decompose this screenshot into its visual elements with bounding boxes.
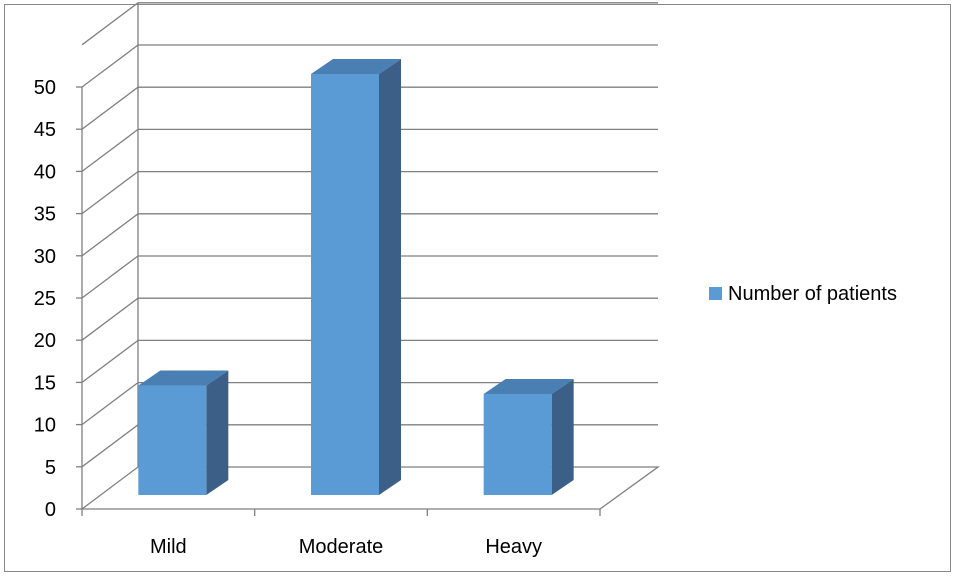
x-tick-labels: Mild Moderate Heavy [150, 536, 542, 558]
gridline-side [81, 382, 139, 426]
gridline-side [81, 86, 139, 130]
bar-top [311, 59, 401, 74]
y-tick-label: 30 [34, 246, 56, 268]
gridline-side [81, 2, 139, 46]
y-tick-label: 50 [34, 77, 56, 99]
bar [483, 393, 552, 495]
legend: Number of patients [709, 283, 897, 305]
y-tick-label: 10 [34, 415, 56, 437]
gridline-side [81, 44, 139, 88]
y-tick-label: 20 [34, 330, 56, 352]
y-tick-label: 25 [34, 288, 56, 310]
gridline-side [81, 297, 139, 341]
gridline-side [81, 171, 139, 215]
gridline-side [81, 339, 139, 383]
legend-label: Number of patients [728, 283, 897, 305]
legend-swatch [709, 287, 722, 300]
gridline-side [81, 213, 139, 257]
x-tick-label: Moderate [299, 536, 384, 558]
y-tick-labels: 0 5 10 15 20 25 30 35 40 45 50 [34, 77, 56, 521]
bars [138, 59, 574, 495]
y-tick-label: 35 [34, 204, 56, 226]
bar [311, 74, 379, 495]
bar-side [551, 378, 574, 495]
bar [138, 385, 207, 495]
y-tick-label: 45 [34, 119, 56, 141]
bar-top [483, 378, 574, 394]
gridline-side [81, 424, 139, 468]
x-tick-label: Mild [150, 536, 187, 558]
y-tick-label: 0 [45, 499, 56, 521]
y-tick-label: 5 [45, 457, 56, 479]
x-tick-label: Heavy [485, 536, 542, 558]
gridline-side [81, 255, 139, 299]
bar-top [138, 370, 229, 386]
y-tick-label: 15 [34, 372, 56, 394]
axes [76, 2, 661, 516]
bar-side [206, 370, 229, 495]
gridline-side [81, 128, 139, 172]
y-tick-label: 40 [34, 161, 56, 183]
bar-side [379, 59, 401, 495]
